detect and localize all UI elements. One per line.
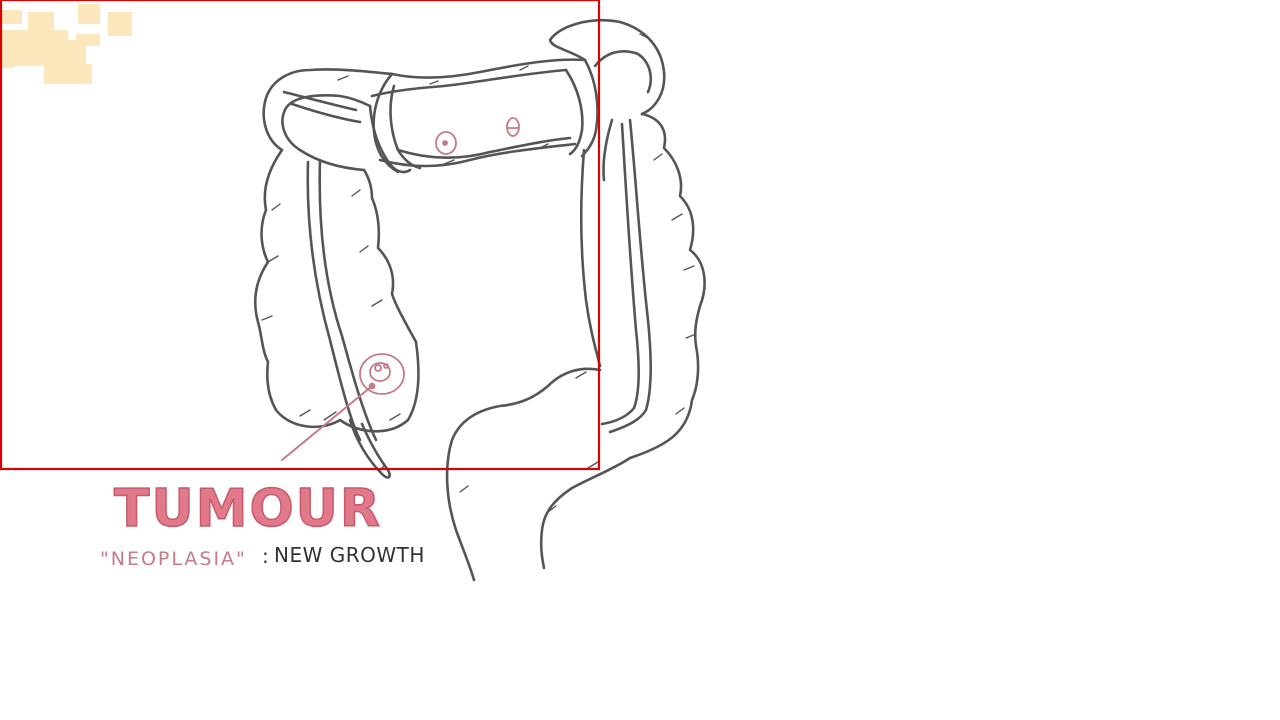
tumour-pointer-line — [281, 385, 373, 461]
selection-box — [0, 0, 601, 471]
tumour-marker-large — [359, 353, 405, 395]
colon-outline — [253, 18, 706, 582]
new-growth-label: NEW GROWTH — [274, 543, 425, 567]
neoplasia-label: "NEOPLASIA" — [100, 548, 247, 570]
highlight-patches-icon — [0, 4, 132, 84]
polyp-marker-1 — [435, 131, 457, 155]
polyp-marker-2 — [506, 117, 520, 137]
tumour-label: TUMOUR — [114, 479, 382, 539]
tumour-markers — [281, 117, 520, 461]
separator-colon: : — [262, 544, 269, 568]
shading-strokes — [261, 33, 697, 513]
